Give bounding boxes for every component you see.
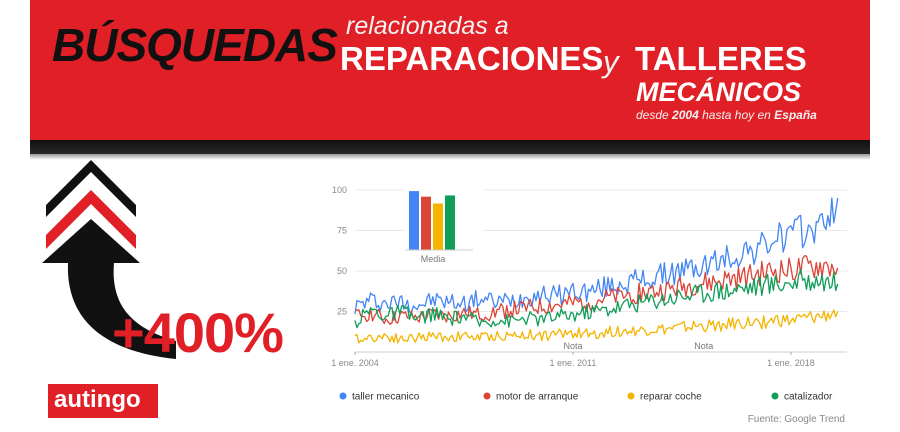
legend-label: motor de arranque bbox=[496, 392, 579, 403]
note-annotation: Nota bbox=[563, 341, 582, 351]
legend-marker bbox=[771, 392, 779, 400]
legend-marker bbox=[627, 392, 635, 400]
inset-bar-taller-mecanico bbox=[409, 191, 419, 250]
banner-connector-y: y bbox=[603, 44, 619, 79]
x-tick-label: 1 ene. 2011 bbox=[550, 358, 597, 368]
banner-title-mecanicos: MECÁNICOS bbox=[636, 77, 802, 107]
series-line-reparar-coche bbox=[354, 309, 839, 344]
legend-label: catalizador bbox=[784, 392, 833, 403]
y-tick-label: 75 bbox=[337, 226, 347, 236]
autingo-logo: autingo bbox=[48, 384, 158, 418]
banner-date-range: desde 2004 hasta hoy en España bbox=[636, 108, 817, 122]
trend-chart-svg: 25 50 75 100 1 ene. 2004 1 ene. 2011 1 ene. 20… bbox=[331, 184, 847, 425]
banner-underline bbox=[30, 140, 870, 154]
inset-bar-reparar-coche bbox=[433, 203, 443, 250]
legend-label: taller mecanico bbox=[352, 392, 420, 403]
banner-subtitle-relacionadas: relacionadas a bbox=[346, 12, 509, 40]
x-tick-label: 1 ene. 2018 bbox=[767, 358, 815, 368]
inset-bar-motor-de-arranque bbox=[421, 196, 431, 250]
date-range-year: 2004 bbox=[672, 108, 699, 122]
date-range-country: España bbox=[774, 108, 817, 122]
y-tick-label: 100 bbox=[332, 185, 347, 195]
banner-title-reparaciones: REPARACIONES bbox=[340, 40, 604, 77]
banner-title-talleres: TALLERES bbox=[635, 40, 807, 77]
y-tick-label: 50 bbox=[337, 266, 347, 276]
x-tick-label: 1 ene. 2004 bbox=[331, 358, 379, 368]
legend-marker bbox=[483, 392, 491, 400]
legend-marker bbox=[339, 392, 347, 400]
growth-arrow-icon bbox=[36, 155, 186, 360]
growth-percentage: +400% bbox=[112, 301, 284, 364]
date-range-mid: hasta hoy en bbox=[702, 108, 771, 122]
series-line-taller-mecanico bbox=[354, 197, 839, 315]
trend-chart: 25 50 75 100 1 ene. 2004 1 ene. 2011 1 ene. 20… bbox=[325, 172, 865, 432]
legend-label: reparar coche bbox=[640, 392, 702, 403]
series-line-catalizador bbox=[354, 268, 839, 329]
banner-title-busquedas: BÚSQUEDAS bbox=[52, 19, 338, 71]
chart-source: Fuente: Google Trend bbox=[748, 414, 845, 425]
date-range-pre: desde bbox=[636, 108, 669, 122]
banner-shadow bbox=[30, 154, 870, 160]
inset-label: Media bbox=[421, 254, 446, 264]
y-tick-label: 25 bbox=[337, 307, 347, 317]
logo-text: autingo bbox=[54, 386, 141, 413]
note-annotation: Nota bbox=[694, 341, 713, 351]
header-banner bbox=[30, 0, 870, 140]
inset-bar-catalizador bbox=[445, 195, 455, 250]
